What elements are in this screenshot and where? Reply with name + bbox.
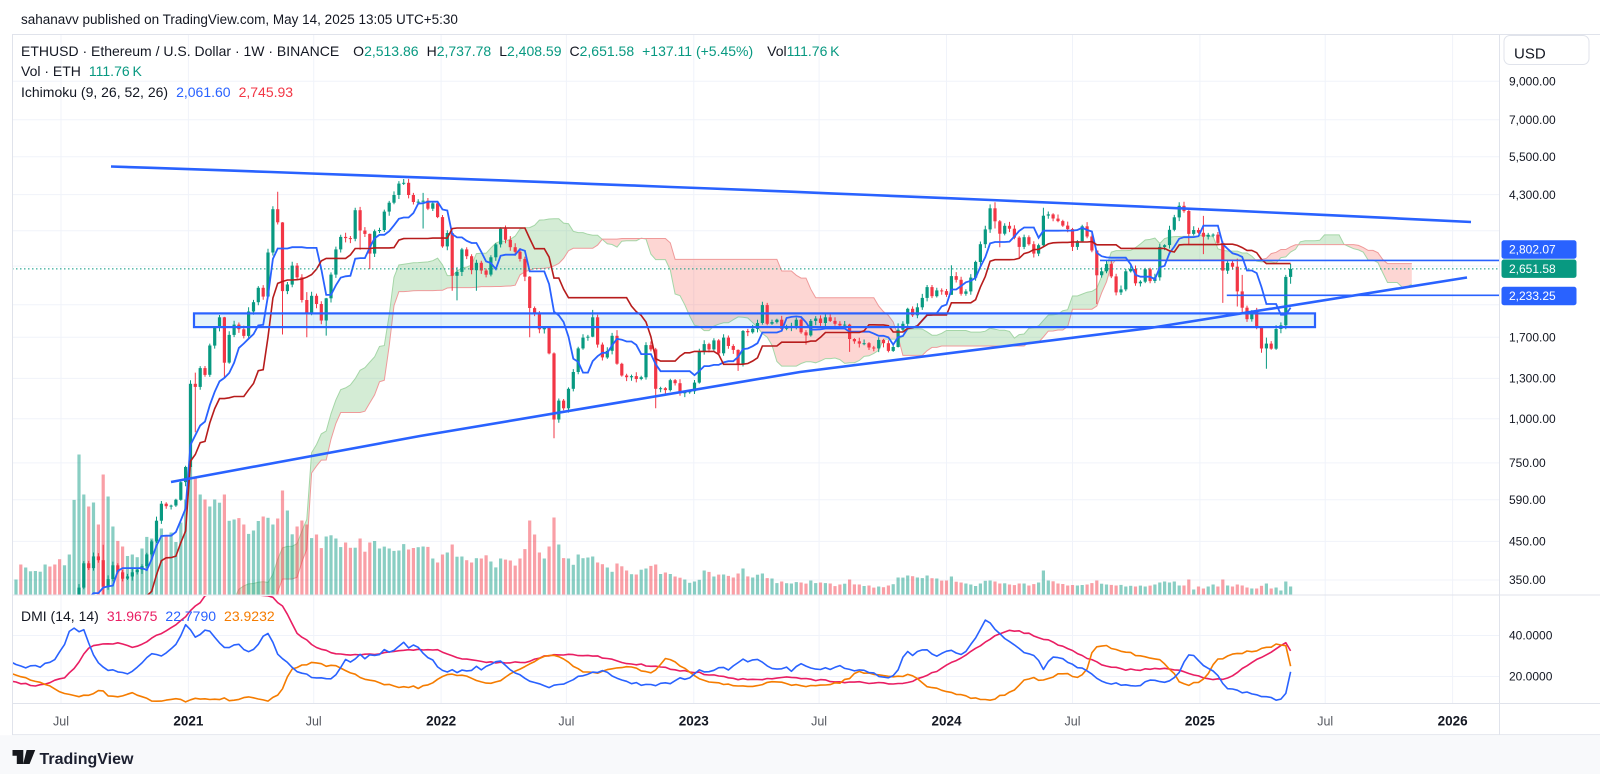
- svg-text:sahanavv published on TradingV: sahanavv published on TradingView.com, M…: [21, 12, 458, 27]
- svg-text:2,802.07: 2,802.07: [1509, 243, 1556, 257]
- svg-text:Jul: Jul: [558, 715, 574, 729]
- svg-text:TradingView: TradingView: [40, 751, 135, 768]
- svg-text:450.00: 450.00: [1509, 535, 1546, 549]
- svg-text:1,000.00: 1,000.00: [1509, 412, 1556, 426]
- svg-text:Jul: Jul: [306, 715, 322, 729]
- svg-text:9,000.00: 9,000.00: [1509, 74, 1556, 88]
- svg-text:2026: 2026: [1438, 714, 1469, 729]
- svg-text:750.00: 750.00: [1509, 456, 1546, 470]
- svg-text:2025: 2025: [1185, 714, 1216, 729]
- svg-text:Jul: Jul: [811, 715, 827, 729]
- svg-text:2021: 2021: [173, 714, 204, 729]
- svg-text:1,300.00: 1,300.00: [1509, 372, 1556, 386]
- svg-text:1,700.00: 1,700.00: [1509, 330, 1556, 344]
- svg-text:4,300.00: 4,300.00: [1509, 188, 1556, 202]
- svg-text:40.0000: 40.0000: [1509, 629, 1553, 643]
- svg-text:Jul: Jul: [1065, 715, 1081, 729]
- svg-text:USD: USD: [1514, 46, 1546, 63]
- svg-text:Jul: Jul: [1317, 715, 1333, 729]
- svg-text:Ichimoku (9, 26, 52, 26)2,061.: Ichimoku (9, 26, 52, 26) 2,061.60 2,745.93: [21, 84, 293, 100]
- svg-text:2024: 2024: [931, 714, 962, 729]
- svg-text:Jul: Jul: [53, 715, 69, 729]
- svg-text:2022: 2022: [426, 714, 456, 729]
- svg-text:7,000.00: 7,000.00: [1509, 113, 1556, 127]
- svg-text:2023: 2023: [679, 714, 710, 729]
- svg-text:2,233.25: 2,233.25: [1509, 289, 1556, 303]
- svg-text:5,500.00: 5,500.00: [1509, 150, 1556, 164]
- svg-text:590.00: 590.00: [1509, 493, 1546, 507]
- svg-text:2,651.58: 2,651.58: [1509, 262, 1556, 276]
- svg-text:350.00: 350.00: [1509, 573, 1546, 587]
- svg-text:20.0000: 20.0000: [1509, 670, 1553, 684]
- svg-text:ETHUSD · Ethereum / U.S. Dolla: ETHUSD · Ethereum / U.S. Dollar · 1W · B…: [21, 43, 840, 59]
